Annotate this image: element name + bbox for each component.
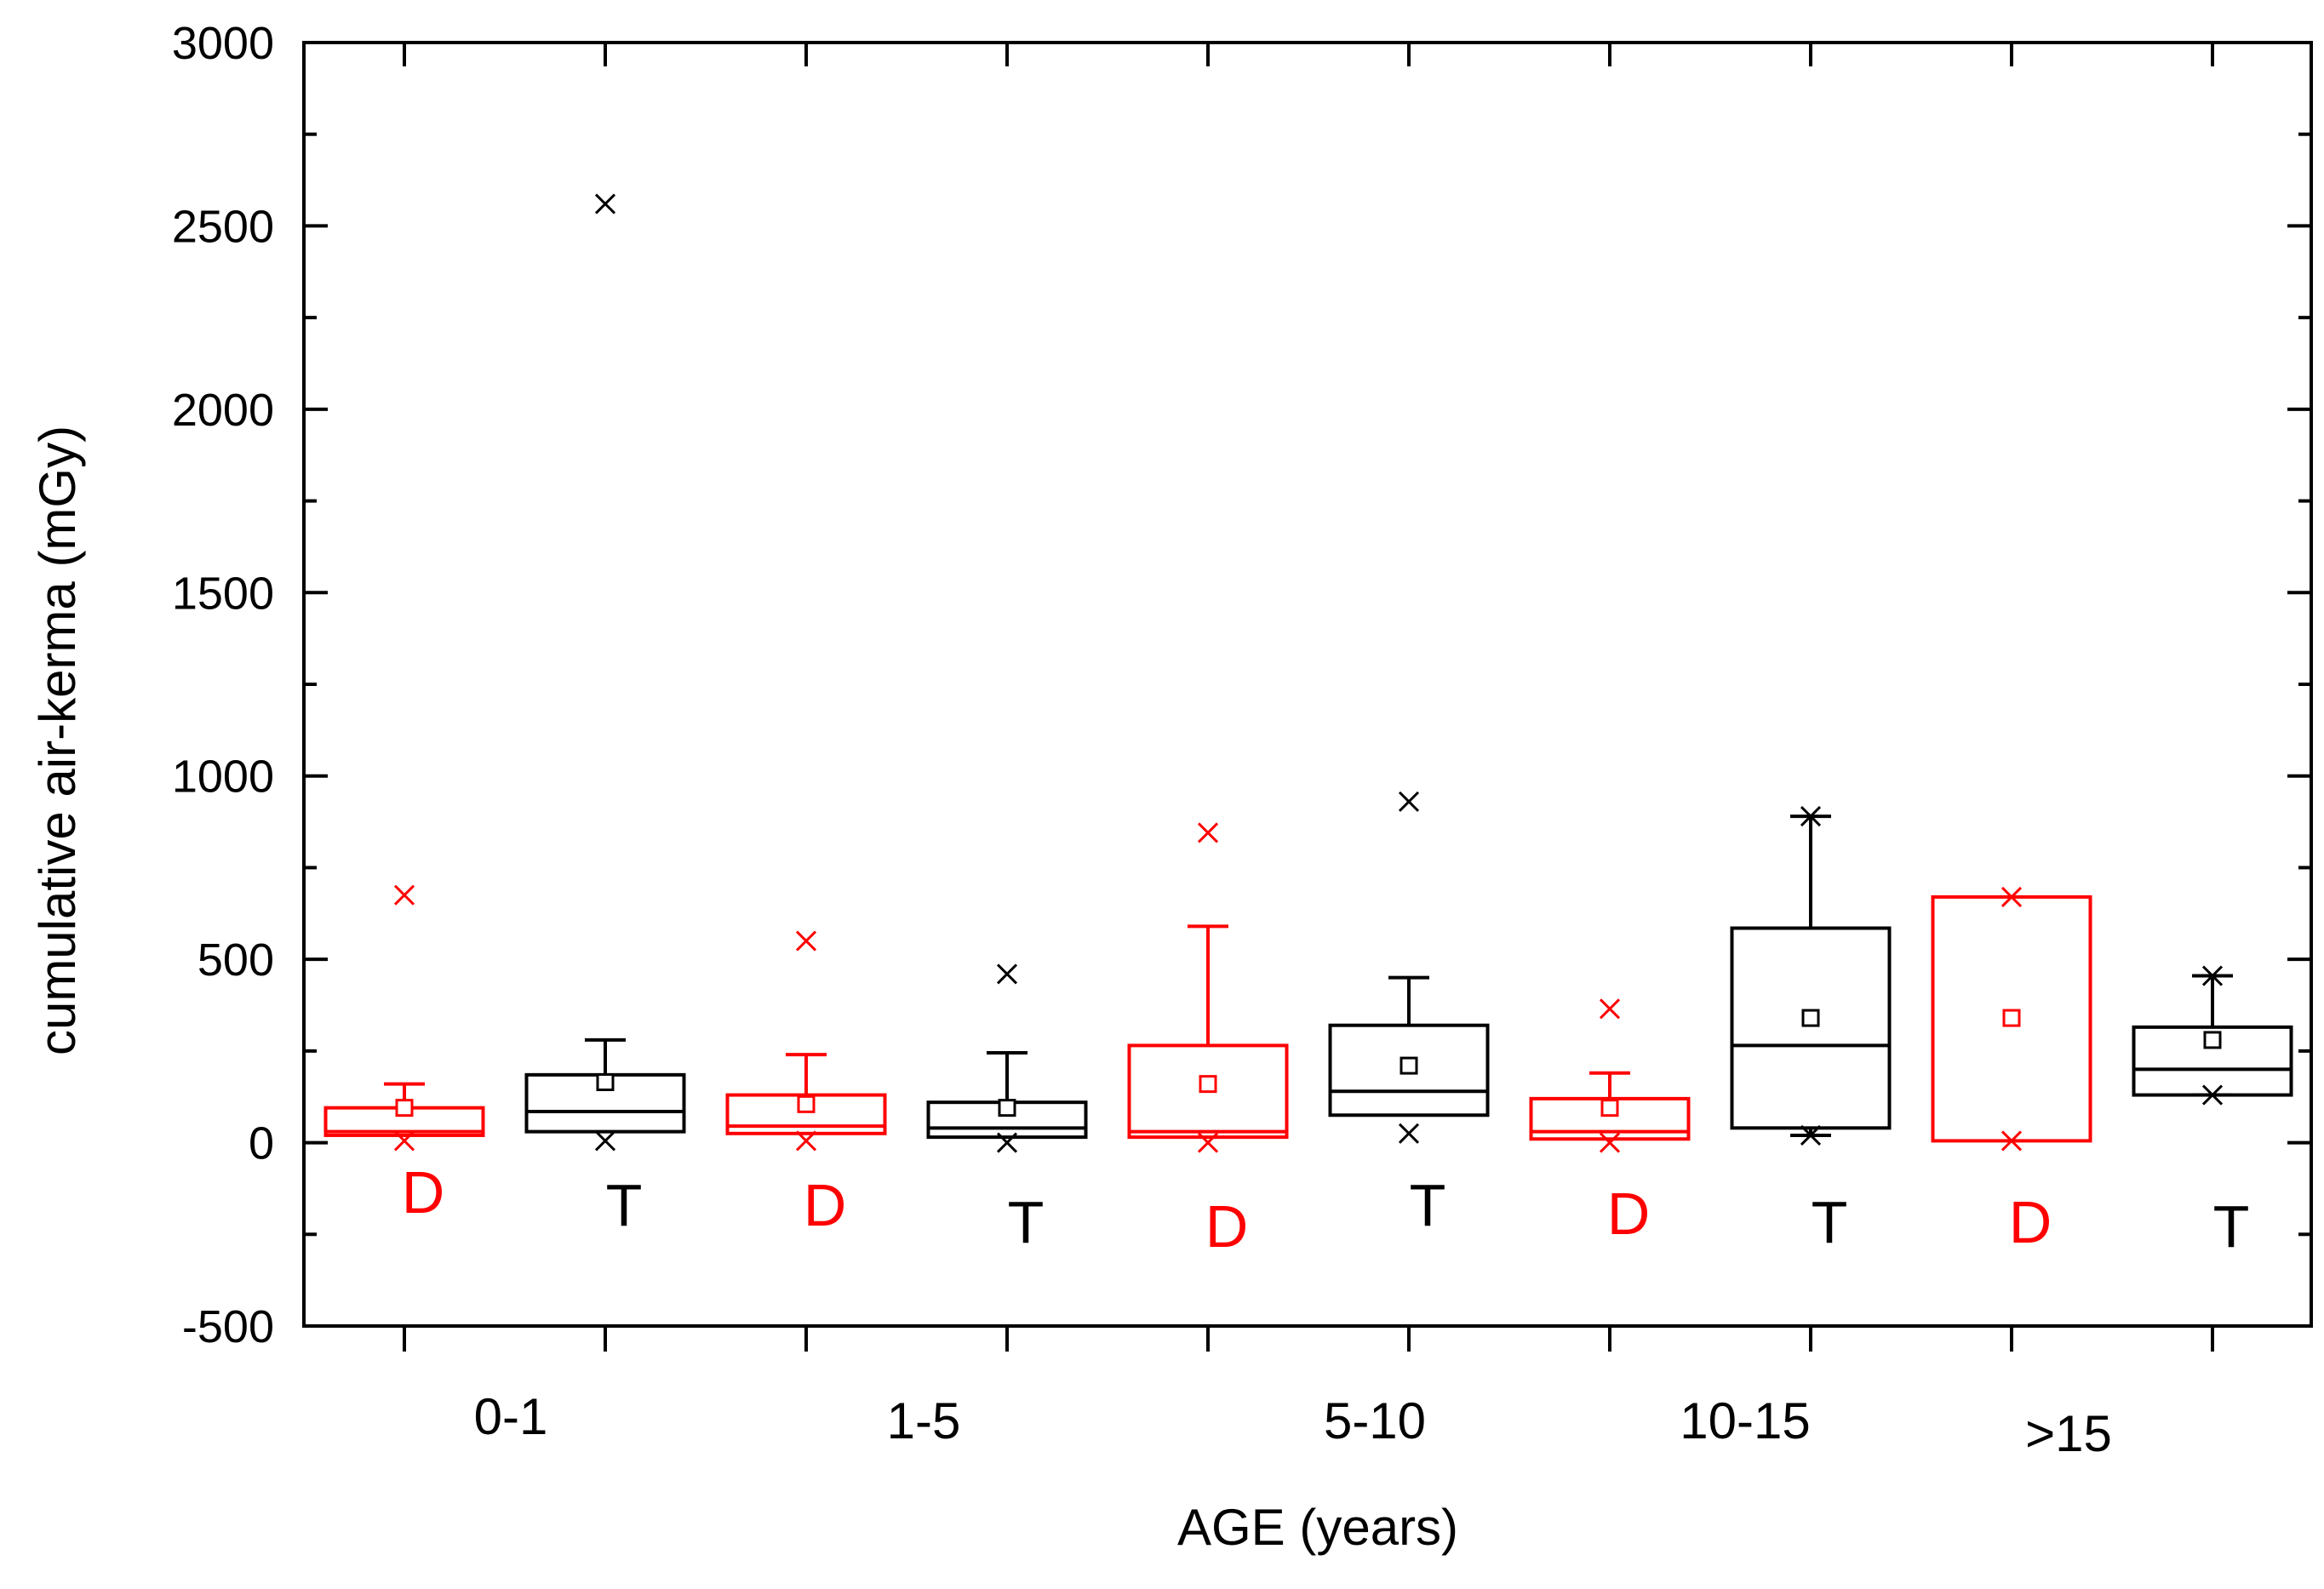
mean-marker xyxy=(2002,1009,2021,1027)
x-group-label: >15 xyxy=(2025,1405,2112,1462)
cross-stroke xyxy=(795,1130,817,1152)
max-marker xyxy=(996,963,1018,985)
box-6: T xyxy=(1328,791,1490,1238)
x-group-label: 1-5 xyxy=(887,1392,961,1449)
max-marker xyxy=(1599,998,1621,1020)
min-marker xyxy=(996,1132,1018,1153)
y-tick-label: 2500 xyxy=(172,201,274,252)
max-marker xyxy=(393,884,415,906)
mean-marker xyxy=(797,1095,816,1113)
min-marker xyxy=(2201,1084,2224,1106)
cross-stroke xyxy=(1197,1132,1219,1153)
cross-stroke xyxy=(1398,1123,1420,1144)
cross-stroke xyxy=(1800,1124,1822,1146)
max-marker xyxy=(1398,791,1420,812)
cross-stroke xyxy=(1197,822,1219,843)
y-tick-label: 2000 xyxy=(172,385,274,436)
box-tag-label: T xyxy=(1008,1189,1045,1255)
y-tick-label: 1500 xyxy=(172,568,274,619)
min-marker xyxy=(594,1130,616,1152)
mean-marker xyxy=(395,1099,414,1117)
y-tick-label: -500 xyxy=(182,1301,274,1352)
max-marker xyxy=(594,193,616,214)
box-tag-label: D xyxy=(1205,1193,1249,1260)
box-2: T xyxy=(524,193,686,1238)
cross-stroke xyxy=(393,884,415,906)
min-marker xyxy=(393,1130,415,1152)
box-10: T xyxy=(2132,965,2293,1260)
cross-stroke xyxy=(996,963,1018,985)
min-marker xyxy=(2001,1130,2023,1152)
y-tick-label: 0 xyxy=(249,1118,274,1169)
x-group-label: 10-15 xyxy=(1680,1392,1810,1449)
box-rect xyxy=(1730,926,1892,1130)
mean-marker xyxy=(1400,1056,1418,1075)
box-tag-label: T xyxy=(1812,1189,1848,1255)
cross-stroke xyxy=(1599,998,1621,1020)
cross-stroke xyxy=(594,1130,616,1152)
cross-stroke xyxy=(2201,965,2224,986)
box-tag-label: T xyxy=(1410,1172,1446,1238)
min-marker xyxy=(1197,1132,1219,1153)
box-3: D xyxy=(725,930,887,1238)
cross-stroke xyxy=(2001,1130,2023,1152)
box-8: T xyxy=(1730,806,1892,1255)
y-tick-label: 500 xyxy=(197,935,274,986)
min-marker xyxy=(1800,1124,1822,1146)
box-rect xyxy=(725,1093,887,1135)
x-axis: 0-1 1-5 5-10 10-15 >15 xyxy=(403,43,2214,1462)
x-group-label: 0-1 xyxy=(474,1388,548,1445)
box-tag-label: T xyxy=(606,1172,643,1238)
box-rect xyxy=(1127,1043,1289,1140)
box-rect xyxy=(1529,1096,1691,1141)
cross-stroke xyxy=(393,1130,415,1152)
cross-stroke xyxy=(594,193,616,214)
mean-marker xyxy=(1199,1075,1217,1094)
cross-stroke xyxy=(2201,1084,2224,1106)
x-group-label: 5-10 xyxy=(1324,1392,1426,1449)
box-1: D xyxy=(323,884,485,1226)
box-tag-label: D xyxy=(402,1159,445,1226)
cross-stroke xyxy=(1599,1132,1621,1153)
cross-stroke xyxy=(996,1132,1018,1153)
mean-marker xyxy=(596,1072,615,1091)
box-tag-label: D xyxy=(1607,1180,1651,1247)
box-tag-label: D xyxy=(804,1172,847,1238)
min-marker xyxy=(1398,1123,1420,1144)
box-tag-label: D xyxy=(2009,1189,2052,1255)
mean-marker xyxy=(2203,1031,2222,1049)
min-marker xyxy=(1599,1132,1621,1153)
box-7: D xyxy=(1529,998,1691,1247)
max-marker xyxy=(1197,822,1219,843)
cross-stroke xyxy=(795,930,817,952)
box-9: D xyxy=(1931,886,2092,1255)
cross-stroke xyxy=(1398,791,1420,812)
x-axis-title: AGE (years) xyxy=(1177,1499,1458,1556)
max-marker xyxy=(2001,886,2023,907)
mean-marker xyxy=(1801,1009,1820,1027)
max-marker xyxy=(2201,965,2224,986)
y-axis: -500 0 500 1000 1500 2000 2500 3000 xyxy=(172,18,2311,1352)
box-4: T xyxy=(926,963,1088,1255)
min-marker xyxy=(795,1130,817,1152)
box-5: D xyxy=(1127,822,1289,1260)
cross-stroke xyxy=(2001,886,2023,907)
mean-marker xyxy=(998,1099,1016,1117)
cross-stroke xyxy=(1800,806,1822,827)
mean-marker xyxy=(1600,1099,1619,1117)
y-axis-title: cumulative air-kerma (mGy) xyxy=(29,426,86,1055)
box-rect xyxy=(1328,1023,1490,1117)
max-marker xyxy=(795,930,817,952)
max-marker xyxy=(1800,806,1822,827)
box-tag-label: T xyxy=(2213,1193,2250,1260)
y-tick-label: 1000 xyxy=(172,752,274,803)
y-tick-label: 3000 xyxy=(172,18,274,69)
